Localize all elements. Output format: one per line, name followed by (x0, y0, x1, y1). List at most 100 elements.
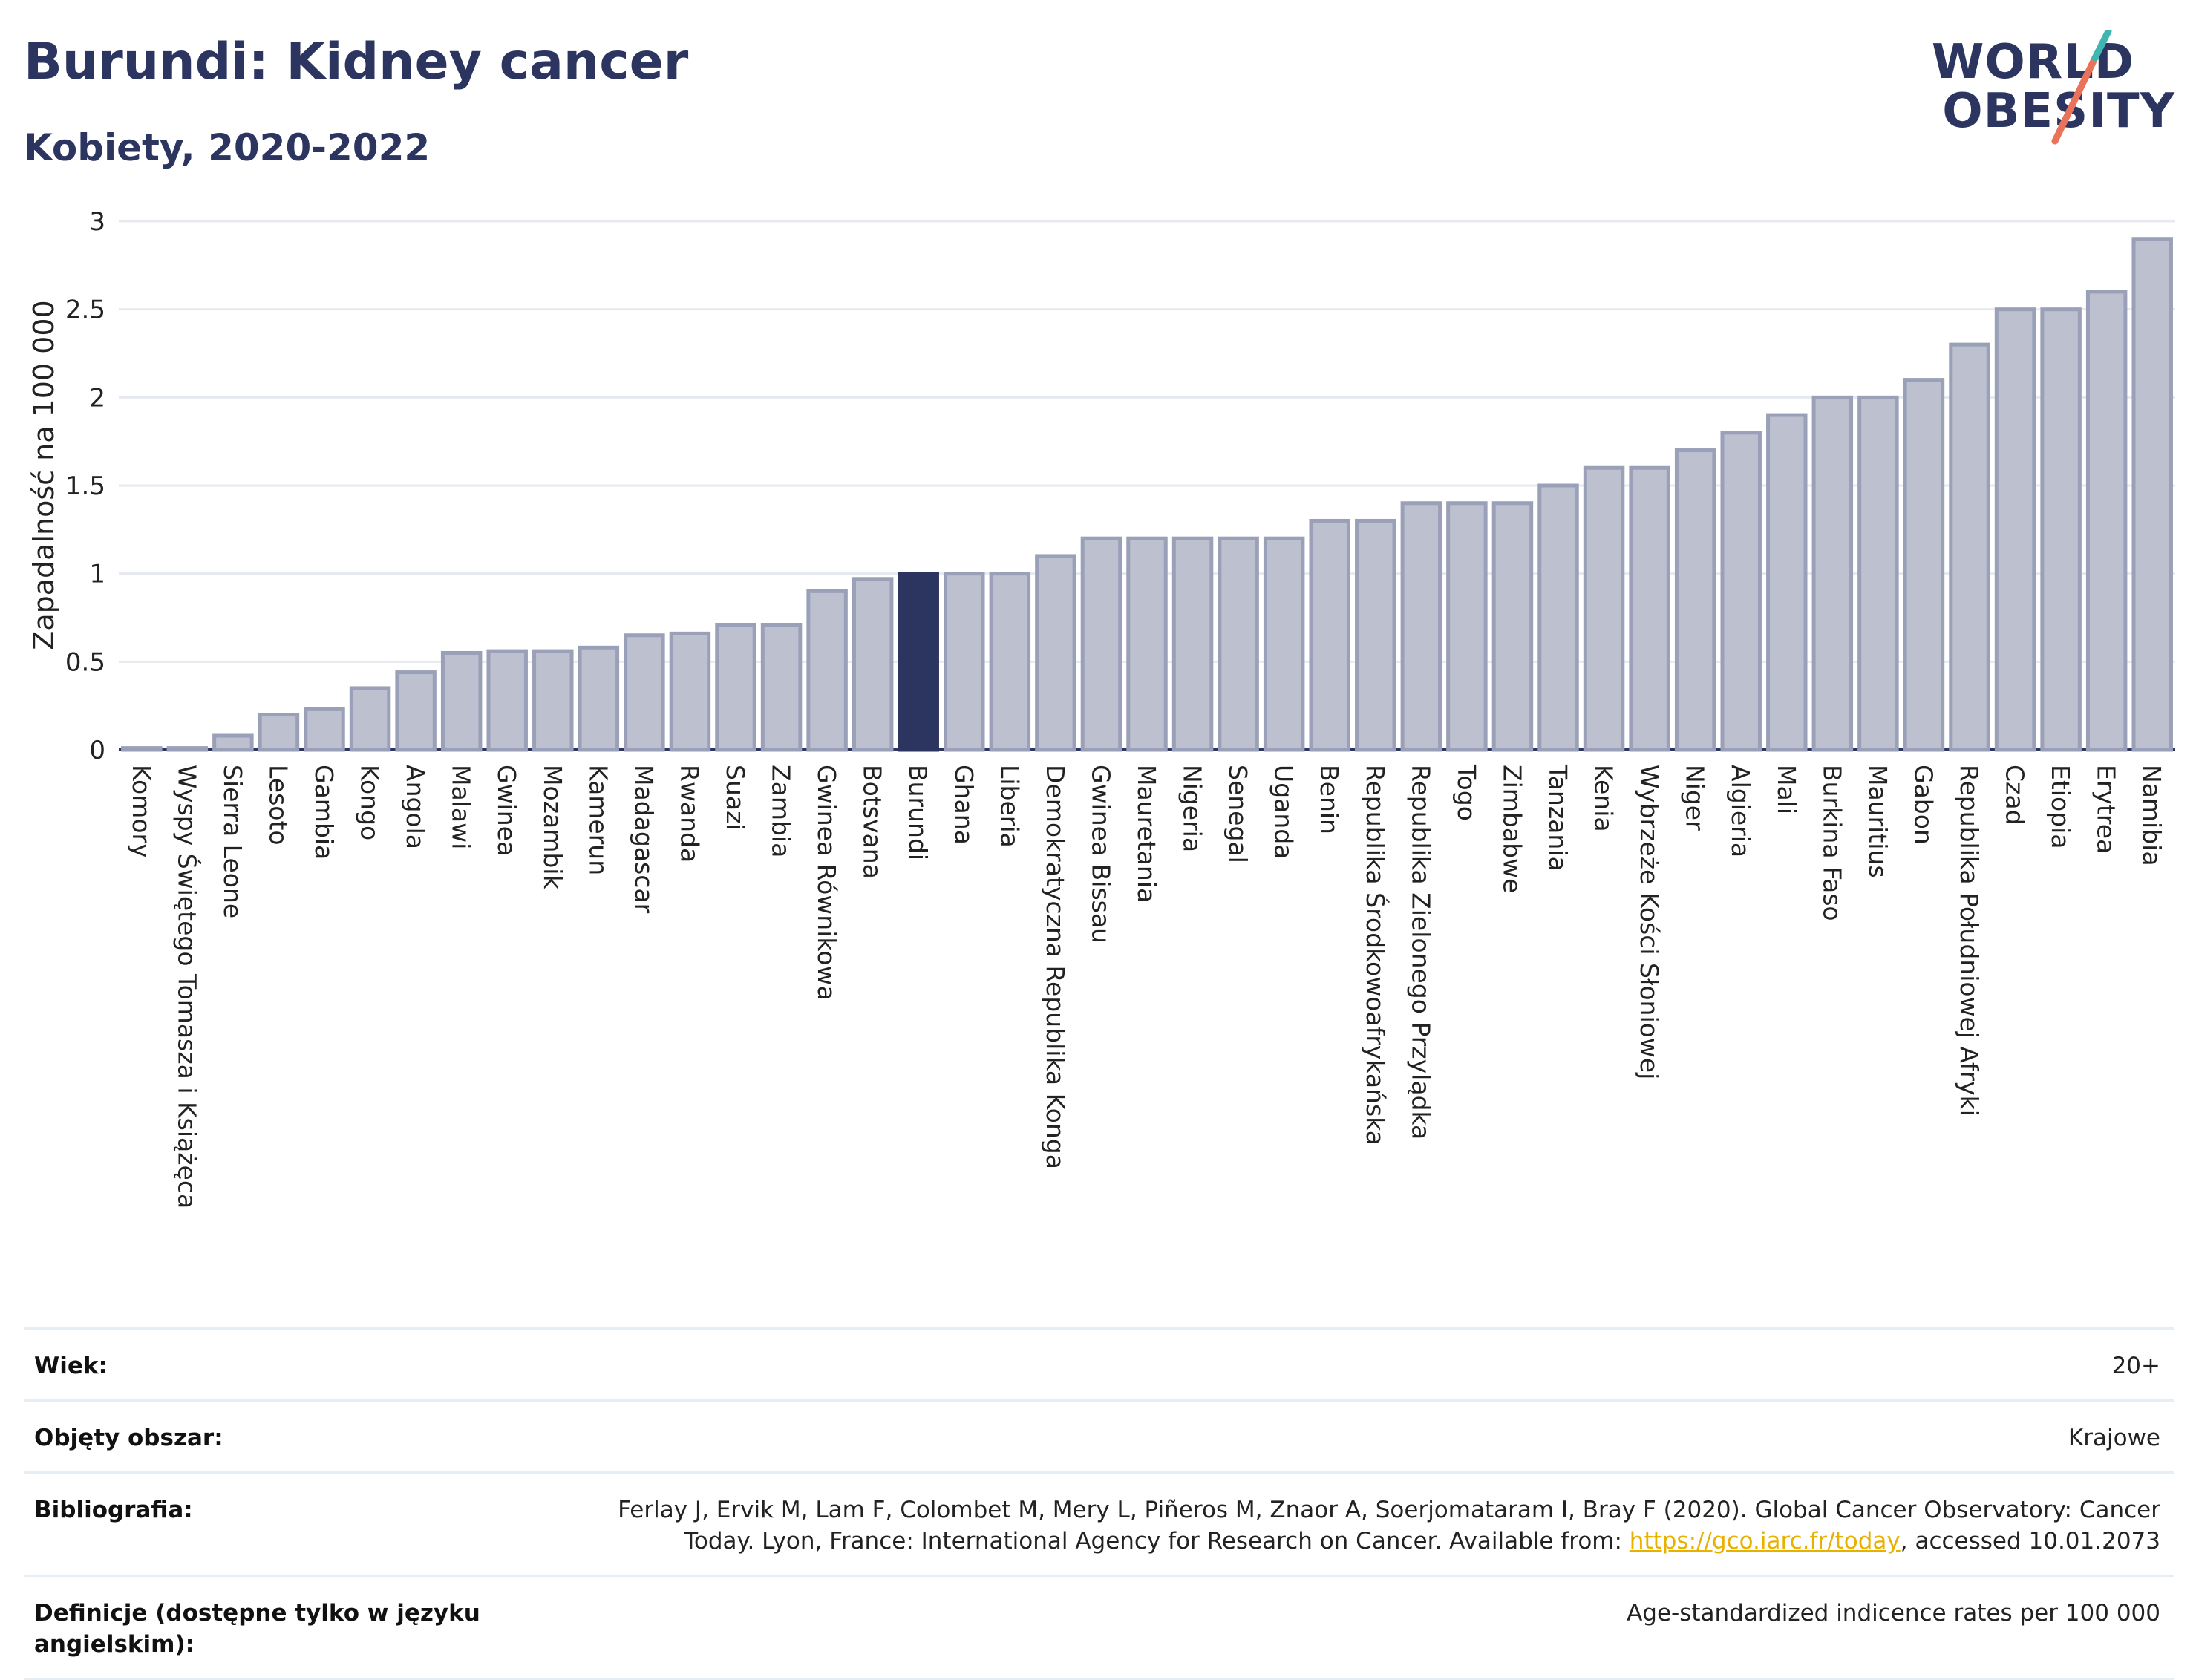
info-row-bibliography: Bibliografia: Ferlay J, Ervik M, Lam F, … (24, 1471, 2174, 1575)
bar-tanzania (1537, 483, 1579, 752)
bar-suazi (715, 622, 756, 752)
bar-czad (1994, 307, 2036, 752)
x-tick-label: Tanzania (1543, 764, 1572, 872)
x-tick-label: Uganda (1269, 765, 1298, 859)
bar-botsvana (852, 577, 894, 752)
x-tick-label: Republika Zielonego Przylądka (1406, 765, 1435, 1140)
bar-malawi (440, 650, 483, 752)
bar-chart: 0 0.5 1 1.5 2 2.5 3 Komory Wyspy Świętego Tomas… (27, 207, 2175, 1209)
page-subtitle: Kobiety, 2020-2022 (24, 126, 431, 169)
bar-gwinea-równikowa (806, 589, 848, 752)
y-tick-label: 0.5 (65, 647, 105, 677)
bar-zambia (760, 622, 803, 752)
bar-burundi (898, 572, 939, 752)
bibliography-text-3: , accessed 10.01.2073 (1900, 1528, 2160, 1555)
coverage-value: Krajowe (2068, 1425, 2160, 1451)
bar-uganda (1263, 536, 1305, 752)
bar-gwinea-bissau (1080, 536, 1122, 752)
bar-niger (1674, 448, 1716, 752)
bar-demokratyczna-republika-konga (1035, 554, 1076, 752)
y-tick-label: 3 (89, 207, 105, 237)
x-tick-label: Kamerun (584, 765, 612, 875)
x-tick-label: Zimbabwe (1497, 765, 1526, 893)
bar-senegal (1218, 536, 1259, 752)
bar-burkina-faso (1811, 395, 1854, 752)
x-tick-label: Gabon (1909, 765, 1938, 845)
bar-madagascar (624, 633, 665, 752)
x-tick-label: Mozambik (538, 765, 567, 889)
x-tick-label: Senegal (1223, 765, 1252, 863)
bar-namibia (2131, 237, 2173, 752)
x-tick-label: Mauritius (1863, 765, 1892, 878)
bar-gambia (304, 707, 345, 752)
bar-angola (395, 670, 437, 752)
info-row-age: Wiek: 20+ (24, 1327, 2174, 1399)
bar-nigeria (1171, 536, 1214, 752)
bar-liberia (989, 572, 1031, 752)
x-tick-label: Republika Południowej Afryki (1955, 765, 1984, 1117)
bar-republika-zielonego-przylądka (1400, 501, 1442, 752)
x-tick-label: Wyspy Świętego Tomasza i Książęca (172, 765, 202, 1209)
bibliography-text-2: Today. Lyon, France: International Agenc… (684, 1528, 1630, 1555)
bar-erytrea (2085, 290, 2128, 752)
bar-mauretania (1126, 536, 1168, 752)
y-tick-label: 2.5 (65, 295, 105, 325)
age-value: 20+ (2111, 1353, 2160, 1379)
bar-ghana (944, 572, 985, 752)
definitions-label: Definicje (dostępne tylko w języku angie… (34, 1600, 480, 1658)
x-tick-labels: Komory Wyspy Świętego Tomasza i Książęca S… (127, 764, 2166, 1209)
bibliography-text-1: Ferlay J, Ervik M, Lam F, Colombet M, Me… (618, 1497, 2160, 1523)
x-tick-label: Wybrzeże Kości Słoniowej (1635, 765, 1664, 1079)
x-tick-label: Kongo (356, 765, 385, 840)
x-tick-label: Erytrea (2092, 765, 2121, 854)
bar-gwinea (486, 649, 528, 752)
x-tick-label: Madagascar (630, 765, 659, 914)
bar-kenia (1583, 465, 1625, 752)
x-tick-label: Kenia (1589, 765, 1618, 832)
bar-etiopia (2040, 307, 2082, 752)
bar-gabon (1903, 378, 1945, 752)
bar-republika-południowej-afryki (1949, 342, 1990, 752)
info-row-definitions: Definicje (dostępne tylko w języku angie… (24, 1575, 2174, 1680)
bar-komory (121, 746, 163, 752)
logo-slash-icon (2051, 30, 2112, 145)
bar-algieria (1720, 431, 1762, 752)
y-axis-label: Zapadalność na 100 000 (27, 300, 60, 650)
x-tick-label: Mali (1772, 765, 1801, 814)
x-tick-label: Angola (401, 765, 430, 849)
x-tick-label: Gambia (310, 765, 339, 860)
y-tick-label: 1 (89, 560, 105, 589)
x-tick-label: Mauretania (1132, 765, 1161, 903)
x-tick-label: Etiopia (2046, 765, 2075, 849)
y-tick-label: 0 (89, 736, 105, 765)
x-tick-label: Nigeria (1178, 765, 1207, 852)
x-tick-label: Malawi (447, 765, 476, 849)
bar-rwanda (669, 631, 711, 752)
bar-republika-środkowoafrykańska (1355, 518, 1396, 752)
x-tick-label: Liberia (995, 765, 1024, 848)
y-tick-label: 2 (89, 383, 105, 413)
y-tick-label: 1.5 (65, 471, 105, 501)
x-tick-label: Gwinea (492, 765, 521, 856)
x-tick-label: Sierra Leone (218, 765, 247, 918)
x-tick-label: Rwanda (675, 765, 704, 863)
definitions-value: Age-standardized indicence rates per 100… (1627, 1600, 2160, 1627)
x-tick-label: Czad (2001, 765, 2030, 826)
chart-bars (121, 237, 2173, 752)
info-row-coverage: Objęty obszar: Krajowe (24, 1399, 2174, 1471)
bibliography-label: Bibliografia: (34, 1497, 193, 1523)
bar-wybrzeże-kości-słoniowej (1629, 465, 1670, 752)
world-obesity-logo: WORLD OBESITY (1930, 30, 2175, 156)
x-tick-label: Togo (1452, 764, 1481, 821)
bar-zimbabwe (1491, 501, 1534, 752)
bar-kongo (349, 686, 391, 752)
bar-sierra-leone (212, 733, 254, 752)
bar-mozambik (532, 649, 574, 752)
x-tick-label: Burundi (903, 765, 932, 860)
bibliography-link[interactable]: https://gco.iarc.fr/today (1629, 1528, 1901, 1555)
x-tick-label: Algieria (1726, 765, 1755, 857)
bar-mauritius (1857, 395, 1899, 752)
bar-lesoto (258, 713, 300, 752)
x-tick-label: Benin (1315, 765, 1344, 834)
x-tick-label: Gwinea Równikowa (812, 765, 841, 1001)
